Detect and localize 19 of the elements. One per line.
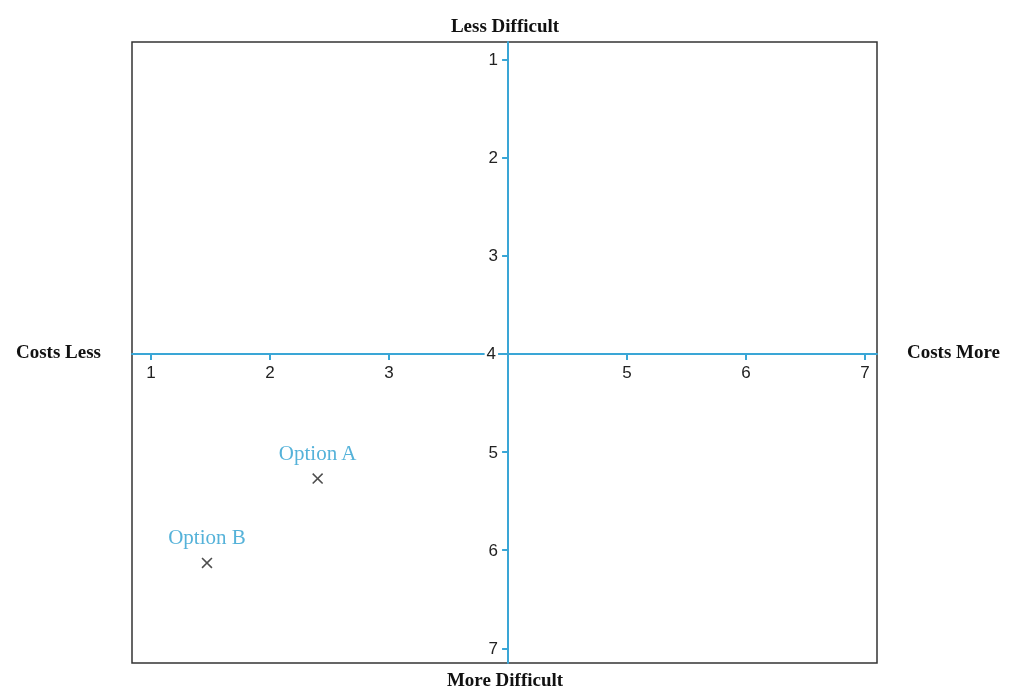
y-tick-label: 5: [488, 442, 499, 462]
y-tick-label: 1: [488, 50, 499, 70]
x-tick-label: 2: [265, 362, 275, 382]
series-label: Option A: [278, 440, 358, 465]
x-tick-label: 1: [146, 362, 156, 382]
text: Less Difficult: [450, 15, 560, 36]
x-tick-label: 7: [860, 362, 870, 382]
y-tick-label: 3: [488, 246, 499, 266]
text: More Difficult: [446, 669, 564, 690]
y-tick-label: 6: [488, 540, 499, 560]
y-tick-label: 2: [488, 148, 499, 168]
y-tick-label: 4: [486, 344, 497, 364]
x-tick-label: 5: [622, 362, 632, 382]
series-label: Option B: [168, 524, 246, 549]
x-tick-label: 6: [741, 362, 751, 382]
text: Costs More: [906, 340, 1000, 362]
x-tick-label: 3: [384, 362, 394, 382]
y-tick-label: 7: [488, 638, 499, 658]
text: Costs Less: [16, 340, 101, 362]
